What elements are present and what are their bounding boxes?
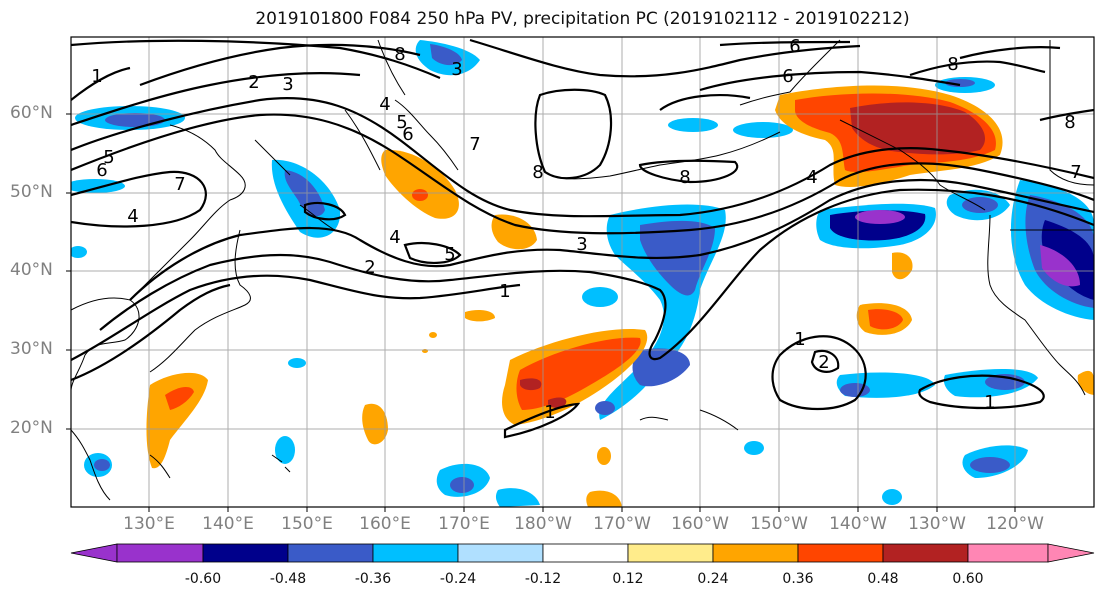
contour-label: 5 <box>103 147 114 168</box>
lon-label: 130°W <box>908 514 966 534</box>
colorbar-tick-label: 0.48 <box>867 571 899 587</box>
contour-label: 3 <box>576 234 587 255</box>
contour-label: 7 <box>469 134 480 155</box>
lon-label: 150°E <box>281 514 333 534</box>
colorbar-tick-label: -0.36 <box>354 571 392 587</box>
lon-label: 170°E <box>438 514 490 534</box>
colorbar-segment <box>457 543 544 563</box>
colorbar-segment <box>202 543 289 563</box>
colorbar-segment <box>967 543 1049 563</box>
lat-label: 30°N <box>10 339 53 359</box>
axis-ticks <box>66 113 1016 512</box>
colorbar-segment <box>70 543 118 563</box>
coastlines <box>71 39 1094 501</box>
contour-label: 8 <box>1064 112 1075 133</box>
contour-label: 8 <box>394 44 405 65</box>
colorbar-tick-label: 0.36 <box>782 571 814 587</box>
contour-label: 6 <box>402 124 413 145</box>
contour-label: 2 <box>248 72 259 93</box>
colorbar-segment <box>627 543 714 563</box>
map-gridlines <box>71 37 1094 507</box>
colorbar <box>70 543 1095 563</box>
lon-label: 140°E <box>202 514 254 534</box>
lon-label: 120°W <box>986 514 1044 534</box>
contour-label: 1 <box>91 66 102 87</box>
map-frame <box>70 36 1095 508</box>
contour-label: 8 <box>947 54 958 75</box>
contour-label: 2 <box>818 352 829 373</box>
colorbar-segment <box>542 543 629 563</box>
contour-label: 5 <box>396 112 407 133</box>
contour-label: 7 <box>174 174 185 195</box>
map-title: 2019101800 F084 250 hPa PV, precipitatio… <box>255 9 910 29</box>
colorbar-tick-label: -0.12 <box>524 571 562 587</box>
pv-contours <box>71 38 1094 439</box>
lat-label: 40°N <box>10 260 53 280</box>
colorbar-segment <box>1047 543 1095 563</box>
colorbar-segment <box>882 543 969 563</box>
contour-label: 1 <box>499 281 510 302</box>
colorbar-tick-label: 0.60 <box>952 571 984 587</box>
lon-label: 160°W <box>671 514 729 534</box>
contour-label: 3 <box>451 59 462 80</box>
lat-label: 20°N <box>10 418 53 438</box>
colorbar-segment <box>712 543 799 563</box>
lat-label: 60°N <box>10 103 53 123</box>
contour-label: 3 <box>282 74 293 95</box>
precip-shading <box>71 40 1094 507</box>
contour-label: 5 <box>444 244 455 265</box>
contour-label: 2 <box>364 257 375 278</box>
lon-label: 150°W <box>750 514 808 534</box>
contour-label: 7 <box>1070 162 1081 183</box>
lon-label: 140°W <box>829 514 887 534</box>
colorbar-segment <box>372 543 459 563</box>
lon-label: 180°W <box>514 514 572 534</box>
lon-label: 130°E <box>123 514 175 534</box>
contour-label: 6 <box>96 160 107 181</box>
lon-label: 170°W <box>593 514 651 534</box>
colorbar-tick-label: -0.60 <box>184 571 222 587</box>
lat-label: 50°N <box>10 182 53 202</box>
contour-label: 4 <box>389 227 400 248</box>
colorbar-segment <box>116 543 204 563</box>
contour-label: 6 <box>782 66 793 87</box>
contour-label: 4 <box>127 206 138 227</box>
map-panel: 1 2 3 4 5 6 7 8 4 5 6 1 2 3 4 5 7 8 8 3 … <box>71 36 1094 507</box>
contour-label: 6 <box>789 36 800 57</box>
colorbar-segment <box>797 543 884 563</box>
contour-labels: 1 2 3 4 5 6 7 8 4 5 6 1 2 3 4 5 7 8 8 3 … <box>91 36 1081 423</box>
contour-label: 4 <box>806 167 817 188</box>
colorbar-segment <box>287 543 374 563</box>
contour-label: 8 <box>679 167 690 188</box>
colorbar-tick-label: -0.48 <box>269 571 307 587</box>
colorbar-tick-label: -0.24 <box>439 571 477 587</box>
colorbar-tick-label: 0.12 <box>612 571 644 587</box>
lon-label: 160°E <box>359 514 411 534</box>
contour-label: 1 <box>984 392 995 413</box>
contour-label: 1 <box>544 402 555 423</box>
contour-label: 1 <box>794 329 805 350</box>
colorbar-tick-label: 0.24 <box>697 571 729 587</box>
contour-label: 8 <box>532 162 543 183</box>
contour-label: 4 <box>379 94 390 115</box>
